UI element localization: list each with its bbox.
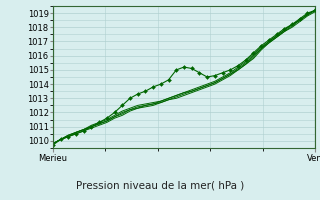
Text: Pression niveau de la mer( hPa ): Pression niveau de la mer( hPa ) <box>76 181 244 191</box>
